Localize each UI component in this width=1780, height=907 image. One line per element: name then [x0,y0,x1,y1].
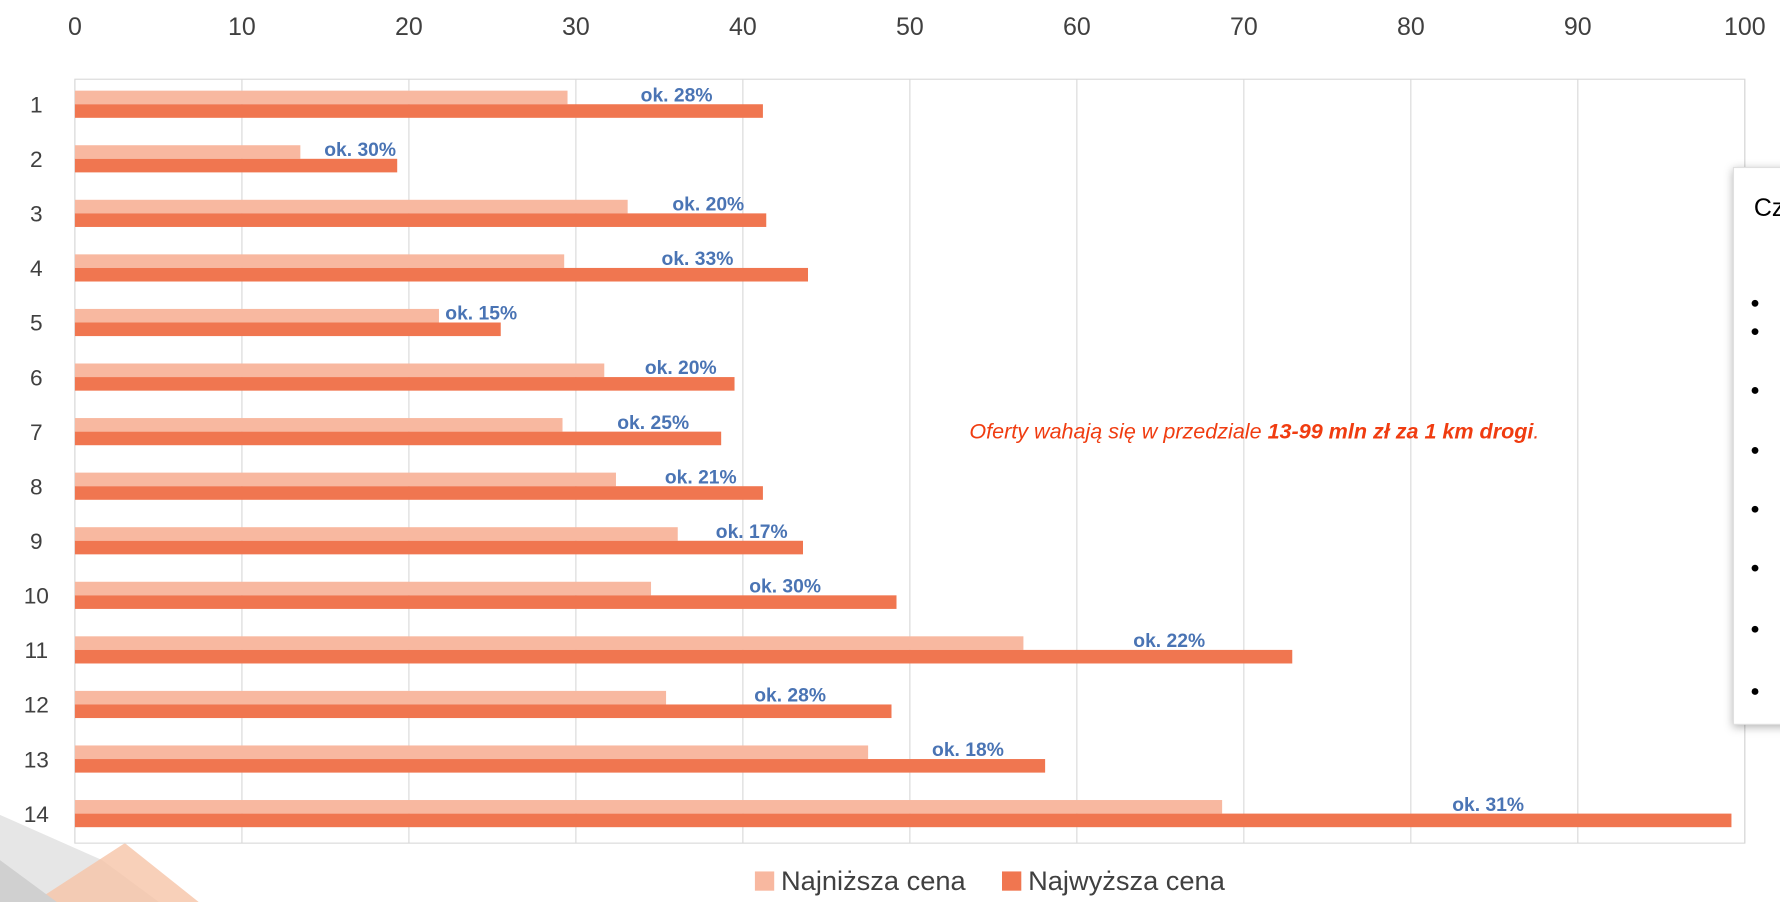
annotation: ok. 33% [662,249,734,270]
bar [74,649,1293,664]
note-text: . [1533,419,1539,443]
y-tick-label: 14 [24,801,49,827]
side-panel-box [1732,166,1780,725]
y-tick-label: 11 [25,637,49,663]
bar [74,158,398,173]
y-tick-label: 1 [30,92,43,118]
bar [74,472,616,487]
bar [74,595,897,609]
y-tick-label: 6 [30,364,43,390]
bar [74,759,1046,773]
annotation: ok. 31% [1452,795,1524,816]
legend-swatch [754,871,775,891]
side-panel: Cz [1732,166,1780,725]
annotation: ok. 25% [617,413,689,434]
bar [74,431,722,446]
bar [74,690,667,705]
bar [74,213,767,227]
y-tick-label: 2 [30,146,43,172]
annotation: ok. 30% [324,140,396,161]
bullet [1751,387,1759,394]
y-tick-label: 9 [30,528,43,554]
y-tick-label: 8 [30,473,43,499]
bar [74,145,301,159]
note: Oferty wahają się w przedziale 13-99 mln… [969,419,1539,443]
x-tick-label: 40 [729,13,757,41]
legend-label: Najniższa cena [781,865,967,896]
bullet [1751,299,1759,307]
bar [74,199,628,214]
bullet [1751,688,1759,695]
y-tick-label: 4 [30,255,43,281]
bar [74,254,565,268]
annotation: ok. 20% [672,195,744,216]
bar [74,90,568,105]
x-tick-label: 90 [1564,13,1592,41]
y-tick-label: 3 [30,201,43,227]
bar [74,813,1732,828]
annotation: ok. 30% [749,577,821,598]
bar [74,486,763,500]
bar [74,540,803,555]
side-panel-title: Cz [1754,194,1780,222]
bar [74,308,439,323]
bar [74,418,563,432]
bullet [1751,564,1759,572]
x-tick-label: 80 [1397,13,1425,41]
annotation: ok. 21% [665,467,737,488]
annotation: ok. 18% [932,740,1004,761]
x-tick-label: 60 [1063,13,1091,41]
bullet [1751,625,1759,633]
x-tick-label: 10 [228,13,256,41]
bullet [1751,505,1759,513]
y-tick-label: 12 [24,692,49,718]
bar [74,745,869,760]
bar [74,581,652,596]
bullet [1751,447,1759,454]
annotation: ok. 28% [754,686,826,707]
bar [74,636,1024,650]
x-tick-label: 50 [896,13,924,41]
annotation: ok. 22% [1133,631,1205,652]
bar [74,527,678,541]
annotation: ok. 15% [445,304,517,325]
bar [74,800,1223,814]
bullet [1751,328,1759,335]
bar [74,363,605,378]
x-tick-label: 100 [1724,13,1766,41]
x-tick-label: 70 [1230,13,1258,41]
x-tick-label: 0 [68,13,82,41]
note-text: Oferty wahają się w przedziale [969,419,1267,443]
y-tick-label: 10 [24,583,49,609]
bar [74,322,501,337]
bar [74,704,892,719]
bar [74,104,763,118]
annotation: ok. 28% [641,85,713,106]
annotation: ok. 20% [645,358,717,379]
legend-label: Najwyższa cena [1028,865,1226,896]
bar [74,377,735,391]
note-bold: 13-99 mln zł za 1 km drogi [1268,419,1535,443]
y-tick-label: 13 [24,746,49,772]
y-tick-label: 7 [30,419,43,445]
annotation: ok. 17% [716,522,788,543]
legend-swatch [1002,871,1022,891]
x-tick-label: 20 [395,13,423,41]
y-tick-label: 5 [30,310,43,336]
decoration [0,860,57,902]
decoration [34,843,199,902]
x-tick-label: 30 [562,13,590,41]
bar [74,267,809,282]
